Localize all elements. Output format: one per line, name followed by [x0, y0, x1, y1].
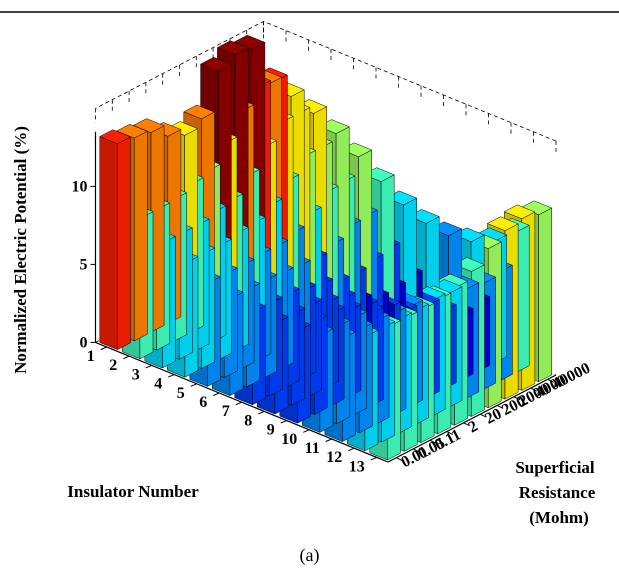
bar-face-top — [503, 204, 536, 220]
x-axis-title: Insulator Number — [67, 482, 199, 501]
figure-caption: (a) — [299, 545, 320, 565]
x-tick — [348, 447, 355, 452]
z-tick-label: 10 — [72, 178, 88, 195]
y-tick-label: 40000 — [550, 360, 593, 393]
x-tick — [123, 355, 130, 360]
bar-face-right — [117, 136, 131, 351]
x-tick — [325, 438, 332, 442]
x-tick — [303, 429, 310, 433]
x-tick-label: 13 — [349, 458, 365, 475]
x-tick-label: 10 — [281, 431, 297, 448]
x-tick-label: 5 — [177, 385, 185, 402]
x-tick — [280, 420, 287, 424]
y-tick — [396, 457, 403, 462]
bar-face-left — [99, 136, 118, 350]
x-tick-label: 9 — [267, 422, 275, 439]
x-tick-label: 3 — [132, 366, 140, 383]
x-tick — [213, 392, 220, 396]
y-tick — [513, 396, 521, 401]
x-tick — [370, 456, 377, 461]
y-tick — [412, 448, 420, 453]
z-axis-title: Normalized Electric Potential (%) — [11, 126, 30, 374]
x-tick-label: 12 — [326, 449, 342, 466]
y-tick — [463, 422, 470, 427]
x-tick — [235, 401, 242, 406]
x-tick — [190, 383, 197, 387]
y-axis-title-line-2: Resistance — [519, 483, 596, 502]
x-tick — [145, 364, 152, 369]
y-axis-line — [387, 374, 557, 463]
bar-face-top — [200, 57, 232, 72]
y-tick-label: 2 — [466, 418, 481, 437]
x-tick-label: 1 — [87, 348, 95, 365]
y-axis-title-line-1: Superficial — [515, 458, 595, 477]
bar-face-right — [538, 207, 552, 383]
x-tick-label: 11 — [305, 440, 320, 457]
y-tick — [547, 378, 554, 383]
z-tick-label: 0 — [80, 334, 88, 351]
y-tick — [480, 413, 487, 418]
x-tick — [258, 410, 265, 415]
bar-face-top — [99, 129, 132, 144]
x-tick-label: 4 — [154, 376, 162, 393]
y-axis-title-line-3: (Mohm) — [529, 508, 588, 527]
y-tick — [446, 431, 454, 435]
bar-face-top — [216, 40, 249, 55]
x-tick-label: 8 — [244, 412, 252, 429]
bar-face-top — [183, 104, 216, 120]
z-tick-label: 5 — [80, 256, 88, 273]
x-tick-label: 7 — [222, 403, 230, 420]
bars-layer — [99, 34, 553, 461]
x-tick-label: 6 — [199, 394, 207, 411]
y-tick — [496, 405, 504, 409]
x-tick — [100, 346, 107, 350]
bar — [99, 129, 132, 351]
y-tick — [530, 387, 538, 392]
bar-face-top — [486, 216, 519, 231]
x-tick — [168, 374, 175, 378]
x-tick-label: 2 — [109, 357, 117, 374]
y-tick — [429, 439, 437, 444]
y-tick-label: 20 — [482, 405, 504, 427]
bar-face-right — [133, 130, 148, 342]
